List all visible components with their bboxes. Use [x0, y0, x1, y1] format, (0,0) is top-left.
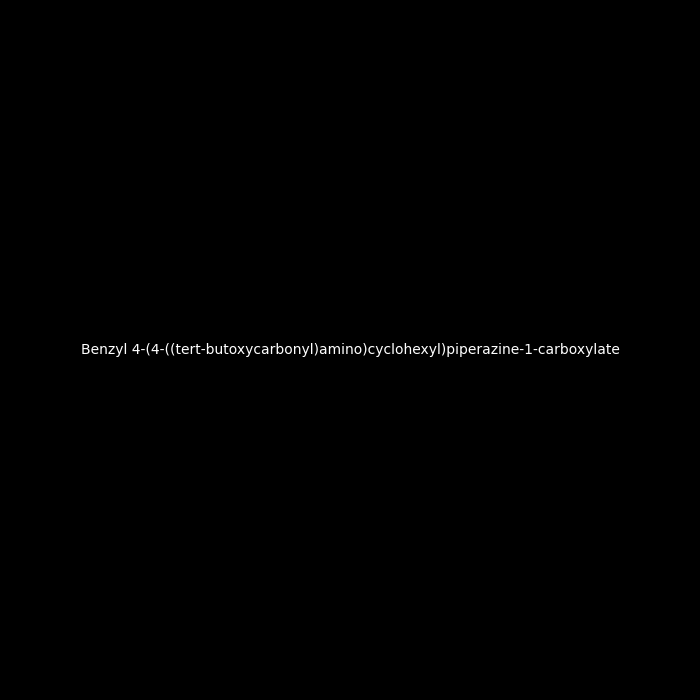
Text: Benzyl 4-(4-((tert-butoxycarbonyl)amino)cyclohexyl)piperazine-1-carboxylate: Benzyl 4-(4-((tert-butoxycarbonyl)amino)…	[80, 343, 620, 357]
